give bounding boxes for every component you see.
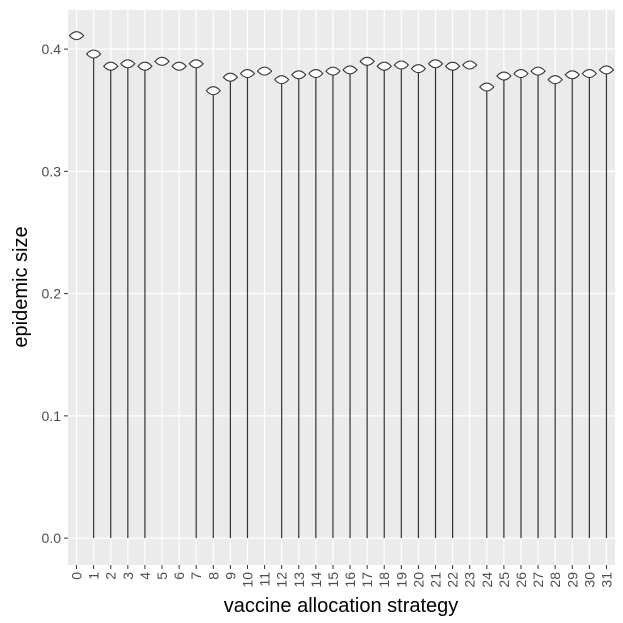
y-tick-label: 0.4 — [42, 41, 62, 57]
x-tick-label: 26 — [513, 572, 529, 588]
violin — [376, 61, 392, 71]
violin — [171, 61, 187, 71]
x-tick-label: 13 — [291, 572, 307, 588]
violin — [273, 75, 290, 85]
violin — [239, 69, 256, 79]
x-tick-label: 27 — [530, 572, 546, 588]
violin — [444, 61, 461, 71]
violin — [291, 70, 307, 80]
panel — [68, 10, 615, 565]
x-tick-label: 10 — [239, 572, 255, 588]
violin — [154, 56, 170, 66]
x-tick-label: 4 — [137, 572, 153, 580]
x-tick-label: 8 — [205, 572, 221, 580]
violin — [564, 70, 580, 80]
x-tick-label: 2 — [103, 572, 119, 580]
violin — [103, 61, 119, 71]
x-tick-label: 5 — [154, 572, 170, 580]
x-tick-label: 31 — [598, 572, 614, 588]
x-tick-label: 17 — [359, 572, 375, 588]
x-tick-label: 29 — [564, 572, 580, 588]
y-axis-title: epidemic size — [10, 226, 32, 347]
x-tick-label: 19 — [393, 572, 409, 588]
violin — [188, 59, 204, 69]
x-tick-label: 18 — [376, 572, 392, 588]
x-axis-title: vaccine allocation strategy — [224, 595, 459, 617]
x-tick-label: 0 — [69, 572, 85, 580]
x-tick-label: 12 — [274, 572, 290, 588]
x-tick-label: 23 — [462, 572, 478, 588]
y-tick-label: 0.2 — [42, 286, 62, 302]
x-tick-label: 9 — [222, 572, 238, 580]
violin — [496, 71, 512, 81]
violin — [120, 59, 136, 69]
x-tick-label: 30 — [581, 572, 597, 588]
violin — [479, 82, 495, 92]
violin — [325, 66, 341, 76]
x-tick-label: 1 — [86, 572, 102, 580]
violin — [308, 69, 324, 79]
violin — [461, 60, 478, 70]
violin — [513, 69, 529, 79]
x-tick-label: 11 — [257, 572, 273, 587]
y-tick-label: 0.1 — [42, 408, 62, 424]
violin — [393, 60, 410, 70]
violin — [427, 59, 444, 69]
x-tick-label: 25 — [496, 572, 512, 588]
x-tick-label: 7 — [188, 572, 204, 580]
violin — [137, 61, 153, 71]
violin — [256, 66, 273, 76]
x-tick-label: 6 — [171, 572, 187, 580]
x-tick-label: 28 — [547, 572, 563, 588]
violin — [222, 72, 239, 82]
violin — [359, 56, 375, 66]
violin — [68, 31, 85, 41]
violin — [205, 86, 222, 96]
x-tick-label: 15 — [325, 572, 341, 588]
violin — [342, 65, 358, 75]
x-tick-label: 16 — [342, 572, 358, 588]
violin — [581, 69, 598, 79]
violin — [85, 49, 102, 59]
y-tick-label: 0.0 — [42, 530, 62, 546]
y-tick-label: 0.3 — [42, 163, 62, 179]
x-tick-label: 21 — [428, 572, 444, 588]
x-tick-label: 14 — [308, 572, 324, 588]
violin — [598, 65, 615, 75]
x-tick-label: 20 — [410, 572, 426, 588]
violin — [410, 64, 427, 74]
violin — [547, 75, 563, 85]
x-tick-label: 24 — [479, 572, 495, 588]
x-tick-label: 22 — [445, 572, 461, 588]
violin — [530, 66, 546, 76]
x-tick-label: 3 — [120, 572, 136, 580]
